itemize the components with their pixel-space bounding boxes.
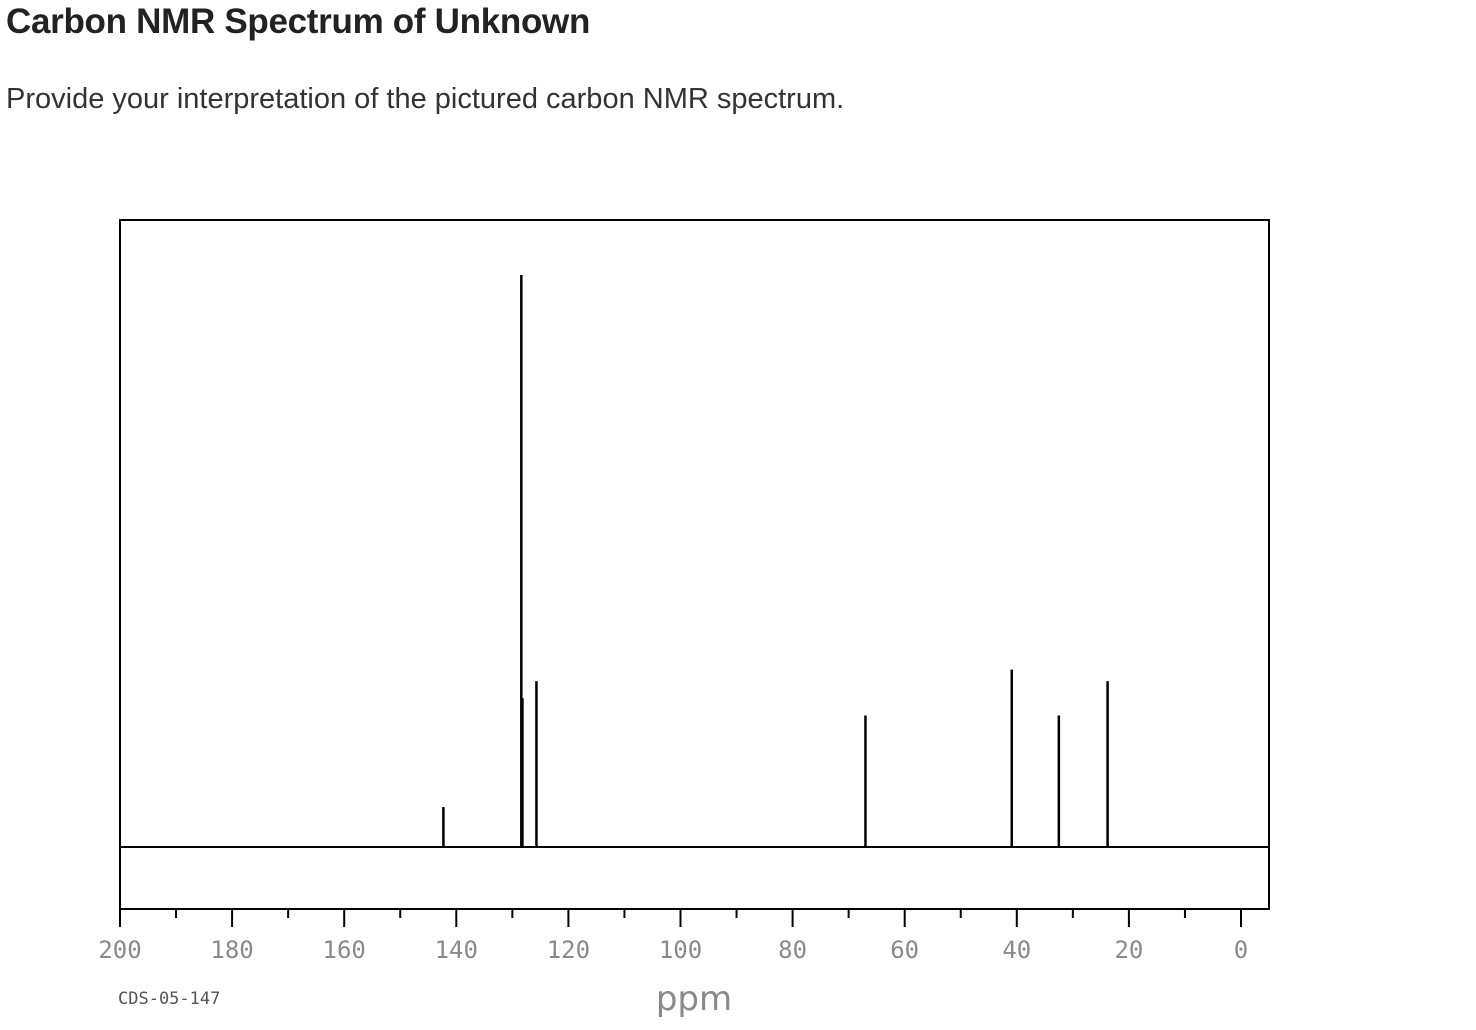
page-prompt: Provide your interpretation of the pictu…	[6, 83, 845, 115]
page-title: Carbon NMR Spectrum of Unknown	[6, 2, 591, 41]
tick-label-40: 40	[1002, 936, 1031, 964]
tick-label-180: 180	[210, 936, 253, 964]
tick-label-100: 100	[659, 936, 702, 964]
tick-label-0: 0	[1234, 936, 1248, 964]
x-axis-ticks	[119, 909, 1242, 927]
tick-label-20: 20	[1114, 936, 1143, 964]
tick-label-140: 140	[435, 936, 478, 964]
tick-label-60: 60	[890, 936, 919, 964]
plot-frame	[119, 219, 1270, 910]
peak-group	[442, 275, 1109, 847]
tick-label-120: 120	[547, 936, 590, 964]
sample-code-label: CDS-05-147	[118, 989, 220, 1009]
tick-label-80: 80	[778, 936, 807, 964]
x-axis-label: ppm	[656, 979, 732, 1019]
tick-label-160: 160	[323, 936, 366, 964]
tick-label-200: 200	[98, 936, 141, 964]
x-axis-tick-labels: 200 180 160 140 120 100 80 60 40 20 0	[98, 936, 1248, 964]
